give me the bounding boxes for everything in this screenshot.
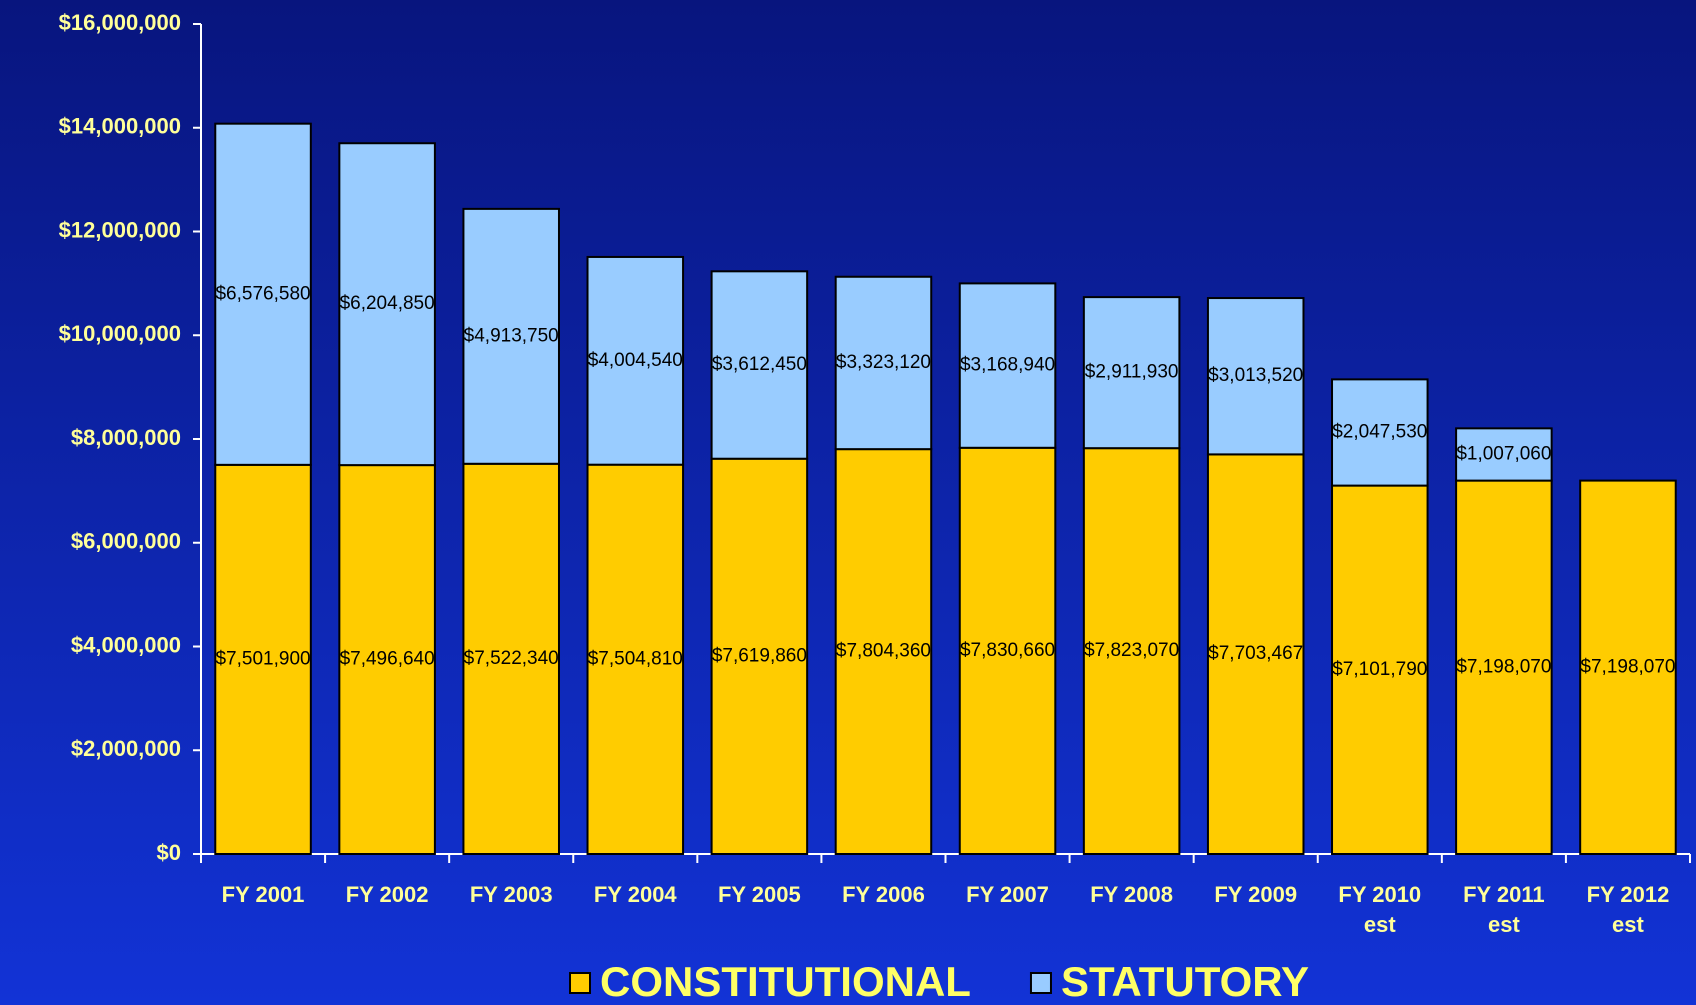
x-tick-label: FY 2012 est [1587,882,1670,937]
x-tick-label: FY 2001 [222,882,305,907]
x-tick-label: FY 2010 est [1338,882,1421,937]
data-label: $3,013,520 [1208,365,1303,386]
x-tick-label: FY 2005 [718,882,801,907]
data-label: $7,504,810 [588,648,683,669]
x-tick-label: FY 2006 [842,882,925,907]
x-tick-label: FY 2011 est [1463,882,1545,937]
bar-segment [214,122,312,466]
y-tick-label: $4,000,000 [71,632,181,657]
data-label: $7,501,900 [215,648,310,669]
legend-label: STATUTORY [1061,958,1309,1005]
x-tick-label: FY 2002 [346,882,429,907]
data-label: $7,522,340 [464,648,559,669]
bar-segment [462,207,560,465]
data-label: $7,823,070 [1084,640,1179,661]
data-label: $7,703,467 [1208,643,1303,664]
data-label: $7,804,360 [836,641,931,662]
bar-segment [710,270,809,460]
bar-segment [834,275,933,451]
bar-segment [710,457,809,855]
data-label: $6,204,850 [340,293,435,314]
data-label: $3,323,120 [836,352,931,373]
bar-segment [462,462,560,855]
legend-swatch [1029,972,1052,994]
y-tick-label: $8,000,000 [71,425,181,450]
data-label: $3,168,940 [960,355,1055,376]
x-tick-label: FY 2008 [1090,882,1173,907]
data-label: $3,612,450 [712,354,807,375]
y-tick-label: $2,000,000 [71,736,181,761]
data-label: $7,198,070 [1580,656,1675,677]
legend-label: CONSTITUTIONAL [600,958,971,1005]
data-label: $6,576,580 [215,283,310,304]
data-label: $1,007,060 [1456,443,1551,464]
bar-segment [586,255,685,466]
data-label: $7,198,070 [1456,656,1551,677]
x-tick-label: FY 2009 [1214,882,1297,907]
bar-segment [338,464,436,855]
bar-segment [958,282,1057,449]
bar-segment [214,463,312,855]
bar-segment [1206,453,1305,855]
bar-segment [958,446,1057,855]
y-tick-label: $12,000,000 [59,217,181,242]
data-label: $7,830,660 [960,640,1055,661]
bar-segment [338,142,436,467]
y-tick-label: $16,000,000 [59,10,181,35]
x-tick-label: FY 2003 [470,882,553,907]
data-label: $4,913,750 [464,325,559,346]
data-label: $7,101,790 [1332,659,1427,680]
data-label: $2,911,930 [1085,362,1179,383]
bar-segment [1082,447,1181,855]
bar-segment [1579,479,1677,855]
bar-segment [1455,427,1553,482]
y-tick-label: $10,000,000 [59,321,181,346]
x-tick-label: FY 2004 [594,882,678,907]
data-label: $2,047,530 [1332,422,1427,443]
y-tick-label: $14,000,000 [59,114,181,139]
data-label: $4,004,540 [588,350,683,371]
y-tick-label: $6,000,000 [71,529,181,554]
data-label: $7,619,860 [712,645,807,666]
y-tick-label: $0 [157,840,181,865]
bar-segment [1206,297,1305,456]
x-tick-label: FY 2007 [966,882,1049,907]
bar-segment [1082,296,1181,450]
legend-swatch [569,972,591,994]
bar-segment [834,448,933,855]
data-label: $7,496,640 [340,649,435,670]
bar-segment [586,463,685,855]
bar-segment [1331,378,1429,487]
